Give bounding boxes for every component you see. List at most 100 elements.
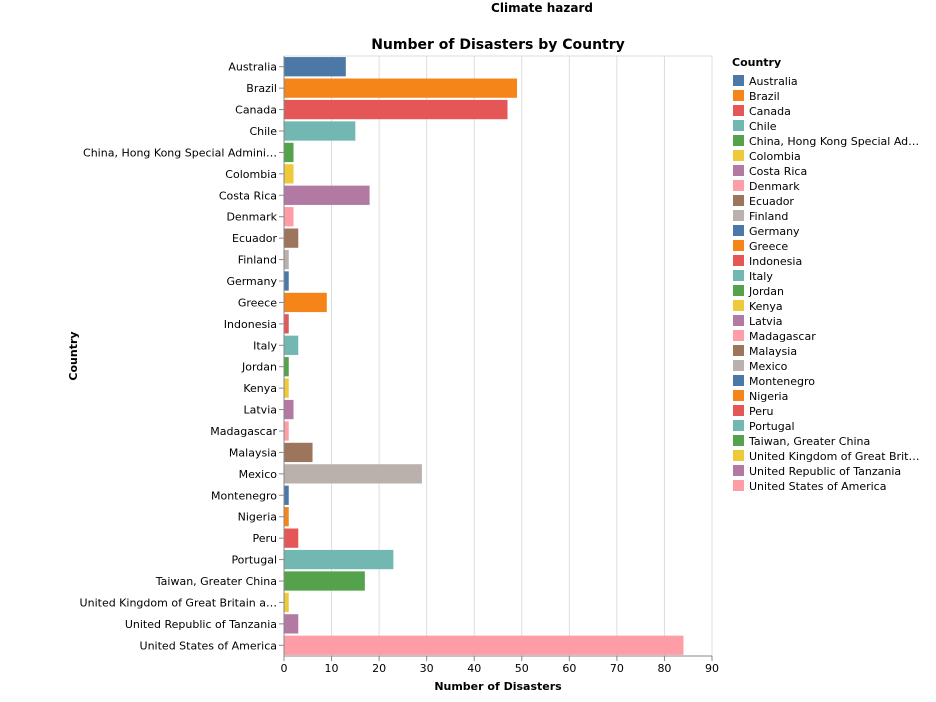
y-tick-label: Indonesia xyxy=(224,318,277,331)
y-axis-title: Country xyxy=(67,331,80,380)
x-axis: 0 10 20 30 40 50 60 70 80 90 xyxy=(281,655,719,675)
y-tick-label: Costa Rica xyxy=(219,189,277,202)
legend-label: Indonesia xyxy=(749,255,802,268)
legend-label: Montenegro xyxy=(749,375,815,388)
legend-label: Kenya xyxy=(749,300,783,313)
legend-label: Malaysia xyxy=(749,345,797,358)
y-tick-label: Peru xyxy=(252,532,277,545)
legend-label: China, Hong Kong Special Ad… xyxy=(749,135,919,148)
x-tick-label: 30 xyxy=(420,662,434,675)
bar xyxy=(284,571,365,591)
bar xyxy=(284,614,299,634)
legend-label: Chile xyxy=(749,120,777,133)
legend-swatch xyxy=(733,360,744,371)
legend-swatch xyxy=(733,255,744,266)
bar xyxy=(284,378,289,398)
legend-swatch xyxy=(733,315,744,326)
legend-swatch xyxy=(733,300,744,311)
grid-lines xyxy=(283,55,713,657)
legend-label: Germany xyxy=(749,225,800,238)
legend-swatch xyxy=(733,135,744,146)
legend-swatch xyxy=(733,195,744,206)
bar xyxy=(284,207,294,227)
legend-swatch xyxy=(733,450,744,461)
legend-swatch xyxy=(733,90,744,101)
bar xyxy=(284,357,289,377)
legend-label: Nigeria xyxy=(749,390,788,403)
legend-swatch xyxy=(733,390,744,401)
legend-swatch xyxy=(733,480,744,491)
bar xyxy=(284,335,299,355)
y-tick-label: Portugal xyxy=(231,554,277,567)
y-tick-label: Latvia xyxy=(244,404,278,417)
legend-label: Costa Rica xyxy=(749,165,807,178)
legend-label: Jordan xyxy=(748,285,784,298)
x-tick-label: 0 xyxy=(281,662,288,675)
bar xyxy=(284,271,289,291)
y-tick-label: Italy xyxy=(253,339,277,352)
bar xyxy=(284,464,422,484)
bar xyxy=(284,292,327,313)
legend: Country Australia Brazil Canada Chile China,… xyxy=(732,56,919,493)
y-tick-label: Denmark xyxy=(226,211,277,224)
bar xyxy=(284,635,684,655)
legend-swatch xyxy=(733,435,744,446)
legend-label: Greece xyxy=(749,240,788,253)
y-tick-label: United Republic of Tanzania xyxy=(125,618,277,631)
y-tick-label: Jordan xyxy=(241,361,277,374)
bar xyxy=(284,507,289,527)
y-tick-label: Mexico xyxy=(239,468,278,481)
y-tick-label: Malaysia xyxy=(229,446,277,459)
bars xyxy=(284,57,684,655)
x-tick-label: 40 xyxy=(467,662,481,675)
bar xyxy=(284,314,289,334)
legend-label: Canada xyxy=(749,105,791,118)
legend-swatch xyxy=(733,375,744,386)
legend-label: United Republic of Tanzania xyxy=(749,465,901,478)
bar xyxy=(284,528,299,548)
y-tick-label: Montenegro xyxy=(211,489,277,502)
x-tick-label: 10 xyxy=(325,662,339,675)
bar xyxy=(284,142,294,163)
y-tick-label: Colombia xyxy=(225,168,277,181)
legend-swatch xyxy=(733,405,744,416)
chart-title: Number of Disasters by Country xyxy=(371,37,625,53)
bar xyxy=(284,485,289,505)
y-tick-label: Brazil xyxy=(246,82,277,95)
y-tick-label: Germany xyxy=(226,275,277,288)
legend-label: Latvia xyxy=(749,315,783,328)
y-tick-label: China, Hong Kong Special Admini… xyxy=(83,146,277,159)
legend-label: Australia xyxy=(749,75,798,88)
x-tick-label: 50 xyxy=(515,662,529,675)
y-tick-label: Ecuador xyxy=(232,232,277,245)
bar xyxy=(284,592,289,613)
y-tick-label: Kenya xyxy=(243,382,277,395)
legend-swatch xyxy=(733,270,744,281)
y-tick-label: Finland xyxy=(238,254,277,267)
x-tick-label: 20 xyxy=(372,662,386,675)
legend-swatch xyxy=(733,165,744,176)
legend-swatch xyxy=(733,225,744,236)
legend-label: Finland xyxy=(749,210,788,223)
legend-swatch xyxy=(733,210,744,221)
y-tick-label: Madagascar xyxy=(210,425,277,438)
legend-label: Mexico xyxy=(749,360,788,373)
x-axis-title: Number of Disasters xyxy=(434,680,562,693)
legend-label: Brazil xyxy=(749,90,780,103)
legend-swatch xyxy=(733,285,744,296)
legend-swatch xyxy=(733,75,744,86)
bar xyxy=(284,121,356,141)
legend-swatch xyxy=(733,180,744,191)
legend-swatch xyxy=(733,420,744,431)
bar xyxy=(284,99,508,120)
legend-swatch xyxy=(733,105,744,116)
legend-swatch xyxy=(733,330,744,341)
y-tick-label: Greece xyxy=(238,296,277,309)
legend-label: United Kingdom of Great Brit… xyxy=(749,450,919,463)
legend-label: Colombia xyxy=(749,150,801,163)
legend-swatch xyxy=(733,465,744,476)
legend-label: United States of America xyxy=(749,480,886,493)
x-tick-label: 60 xyxy=(562,662,576,675)
y-tick-label: Chile xyxy=(249,125,277,138)
